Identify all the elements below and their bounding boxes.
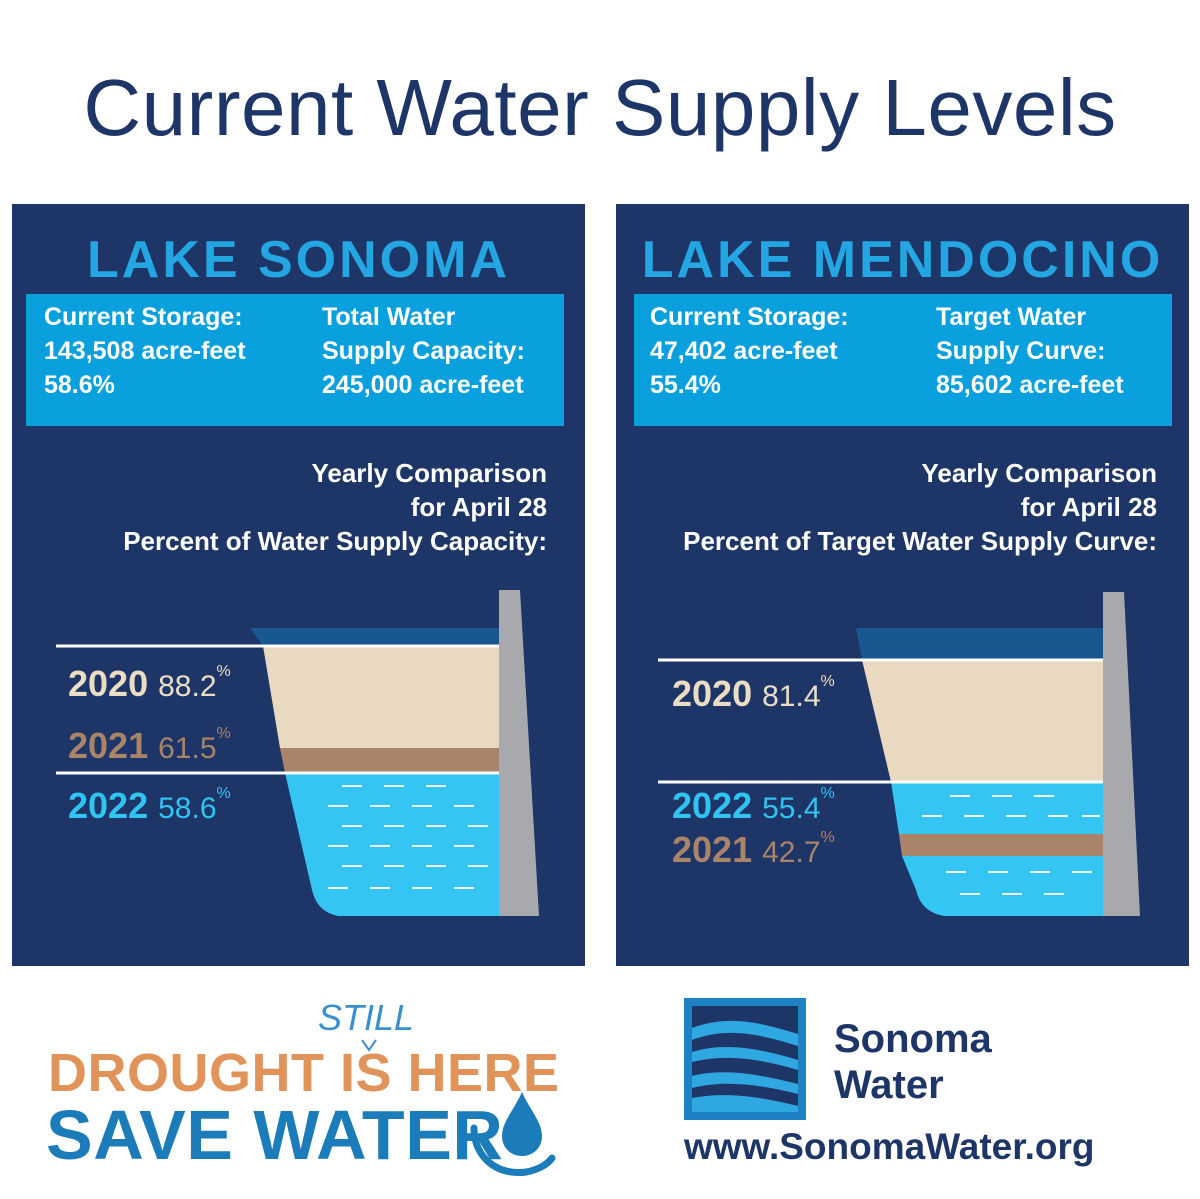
page-title: Current Water Supply Levels — [83, 63, 1117, 152]
mendocino-water-waves — [922, 795, 1100, 895]
mendocino-2022-label: 2022 55.4% — [672, 785, 835, 826]
year-text: 2020 — [68, 663, 149, 704]
year-text: 2022 — [68, 785, 149, 826]
mendocino-2021-label: 2021 42.7% — [672, 829, 835, 870]
year-text: 2021 — [68, 725, 149, 766]
mendocino-2020-fill — [862, 660, 1103, 782]
caret-insert-icon — [361, 1039, 377, 1052]
percent-value: 81.4 — [762, 680, 821, 713]
sonoma-storage-column: Current Storage: 143,508 acre-feet 58.6% — [44, 300, 246, 402]
mendocino-storage-label: Current Storage: — [650, 303, 849, 331]
percent-value: 42.7 — [762, 836, 821, 869]
mendocino-target-value: 85,602 acre-feet — [936, 371, 1124, 399]
lake-mendocino-panel: LAKE MENDOCINO Current Storage: 47,402 a… — [616, 204, 1189, 966]
save-water-text: SAVE WATER — [46, 1096, 504, 1174]
sonoma-water-logo-text: Sonoma Water — [834, 1016, 992, 1108]
still-handwritten: STILL — [318, 997, 415, 1038]
mendocino-2021-band — [899, 834, 1103, 856]
percent-value: 61.5 — [158, 732, 217, 765]
dam-wall-icon — [1103, 592, 1140, 916]
year-text: 2021 — [672, 829, 753, 870]
percent-sign: % — [820, 829, 835, 846]
sonoma-capacity-value: 245,000 acre-feet — [322, 371, 524, 399]
website-link[interactable]: www.SonomaWater.org — [684, 1126, 1095, 1167]
lake-mendocino-title: LAKE MENDOCINO — [641, 231, 1164, 289]
sonoma-info-box: Current Storage: 143,508 acre-feet 58.6%… — [26, 294, 564, 426]
percent-sign: % — [216, 725, 231, 742]
mendocino-target-column: Target Water Supply Curve: 85,602 acre-f… — [936, 300, 1124, 402]
mendocino-reservoir-chart — [658, 592, 1140, 916]
mendocino-compare-line-2: for April 28 — [1020, 492, 1157, 522]
mendocino-target-label-1: Target Water — [936, 303, 1087, 331]
sonoma-2022-label: 2022 58.6% — [68, 785, 231, 826]
sonoma-water-waves — [328, 785, 488, 889]
sonoma-capacity-label-2: Supply Capacity: — [322, 337, 525, 365]
sonoma-2020-fill — [263, 646, 499, 748]
sonoma-compare-line-1: Yearly Comparison — [311, 458, 547, 488]
mendocino-compare-line-3: Percent of Target Water Supply Curve: — [683, 526, 1157, 556]
year-text: 2022 — [672, 785, 753, 826]
percent-sign: % — [820, 785, 835, 802]
sonoma-compare-line-2: for April 28 — [410, 492, 547, 522]
sonoma-storage-percent: 58.6% — [44, 371, 115, 399]
sonoma-2022-water — [285, 773, 499, 916]
drought-is-here-text: DROUGHT IS HERE — [48, 1043, 560, 1103]
mendocino-storage-value: 47,402 acre-feet — [650, 337, 838, 365]
sonoma-2021-band — [280, 748, 499, 773]
lake-sonoma-panel: LAKE SONOMA Current Storage: 143,508 acr… — [12, 204, 585, 966]
sonoma-capacity-label-1: Total Water — [322, 303, 456, 331]
percent-sign: % — [216, 785, 231, 802]
percent-sign: % — [216, 663, 231, 680]
percent-value: 88.2 — [158, 670, 217, 703]
sonoma-storage-value: 143,508 acre-feet — [44, 337, 246, 365]
mendocino-compare-line-1: Yearly Comparison — [921, 458, 1157, 488]
sonoma-reservoir-chart — [56, 590, 539, 916]
mendocino-storage-column: Current Storage: 47,402 acre-feet 55.4% — [650, 300, 849, 402]
percent-sign: % — [820, 673, 835, 690]
sonoma-water-logo-icon — [684, 998, 806, 1120]
sonoma-2020-label: 2020 88.2% — [68, 663, 231, 704]
mendocino-2020-label: 2020 81.4% — [672, 673, 835, 714]
mendocino-storage-percent: 55.4% — [650, 371, 721, 399]
percent-value: 58.6 — [158, 792, 217, 825]
mendocino-full-capacity-band — [856, 628, 1103, 660]
dam-wall-icon — [499, 590, 539, 916]
water-drop-icon — [470, 1092, 556, 1177]
lake-sonoma-title: LAKE SONOMA — [87, 231, 510, 289]
sonoma-compare-line-3: Percent of Water Supply Capacity: — [123, 526, 547, 556]
logo-line-1: Sonoma — [834, 1017, 992, 1061]
logo-line-2: Water — [834, 1063, 944, 1107]
sonoma-full-capacity-band — [250, 628, 499, 646]
mendocino-info-box: Current Storage: 47,402 acre-feet 55.4% … — [634, 294, 1172, 426]
sonoma-capacity-column: Total Water Supply Capacity: 245,000 acr… — [322, 300, 525, 402]
mendocino-2021-water — [902, 856, 1103, 916]
year-text: 2020 — [672, 673, 753, 714]
mendocino-comparison-heading: Yearly Comparison for April 28 Percent o… — [683, 456, 1157, 558]
sonoma-2021-label: 2021 61.5% — [68, 725, 231, 766]
percent-value: 55.4 — [762, 792, 821, 825]
mendocino-target-label-2: Supply Curve: — [936, 337, 1106, 365]
mendocino-2022-water-upper — [891, 782, 1103, 834]
sonoma-comparison-heading: Yearly Comparison for April 28 Percent o… — [123, 456, 547, 558]
sonoma-storage-label: Current Storage: — [44, 303, 243, 331]
